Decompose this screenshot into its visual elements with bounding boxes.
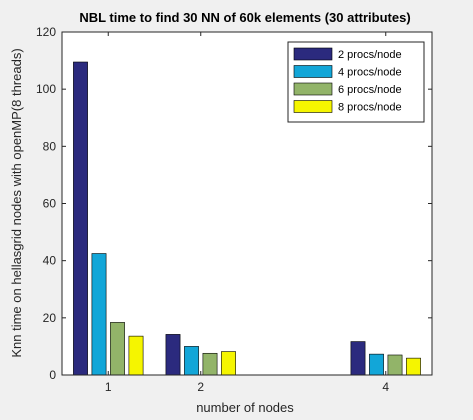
legend-swatch-4 <box>293 100 333 113</box>
bar-series-3-x-4 <box>387 354 403 376</box>
y-tick-label: 100 <box>36 82 56 96</box>
legend-swatch-1 <box>293 47 333 61</box>
bar-series-4-x-2 <box>221 351 236 376</box>
x-axis-label: number of nodes <box>196 400 294 415</box>
y-tick-label: 80 <box>43 139 57 153</box>
bar-series-2-x-2 <box>184 346 199 376</box>
bar-series-3-x-1 <box>110 322 125 376</box>
y-tick-label: 20 <box>43 311 57 325</box>
x-tick-label: 2 <box>197 380 204 394</box>
bar-series-1-x-1 <box>73 61 88 376</box>
legend-label-2: 4 procs/node <box>338 67 402 79</box>
legend-swatch-2 <box>293 65 333 78</box>
bar-series-1-x-2 <box>165 334 181 376</box>
y-tick-label: 120 <box>36 25 56 39</box>
y-tick-label: 60 <box>43 197 57 211</box>
legend-label-4: 8 procs/node <box>338 102 402 114</box>
bar-series-2-x-4 <box>369 353 384 376</box>
bar-series-4-x-1 <box>128 335 144 376</box>
bar-series-2-x-1 <box>91 253 107 376</box>
legend-swatch-3 <box>293 82 333 96</box>
x-tick-label: 4 <box>382 380 389 394</box>
bar-series-1-x-4 <box>350 341 366 376</box>
chart-title: NBL time to find 30 NN of 60k elements (… <box>79 10 410 25</box>
legend-label-3: 6 procs/node <box>338 84 402 96</box>
legend: 2 procs/node 4 procs/node 6 procs/node 8 pr… <box>287 41 425 123</box>
y-tick-label: 0 <box>49 368 56 382</box>
bar-series-4-x-4 <box>406 357 421 376</box>
ticks-layer: 0 20 40 60 80 100 120 1 2 4 <box>36 25 432 394</box>
y-axis-label: Knn time on hellasgrid nodes with openMP… <box>9 48 24 357</box>
y-tick-label: 40 <box>43 254 57 268</box>
x-tick-label: 1 <box>105 380 112 394</box>
bar-series-3-x-2 <box>202 352 218 376</box>
bars-layer <box>73 61 421 376</box>
legend-label-1: 2 procs/node <box>338 49 402 61</box>
